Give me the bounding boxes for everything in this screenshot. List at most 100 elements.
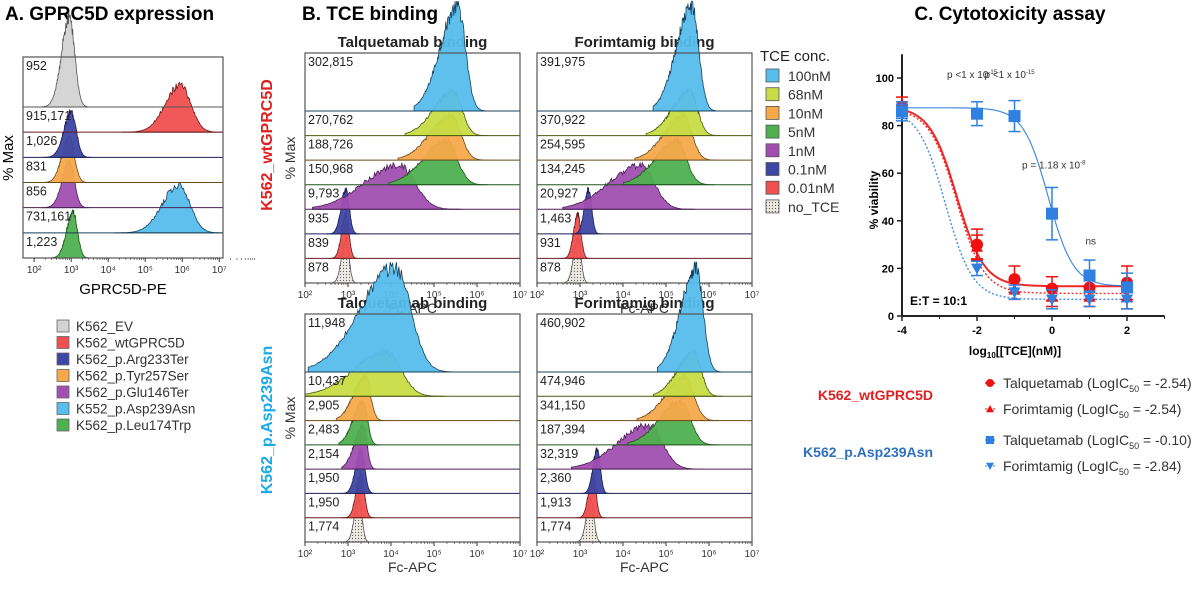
x-tick-label: 10⁵ [658,290,673,301]
x-tick-label: 10⁵ [426,549,441,560]
legend-label: K562_wtGPRC5D [76,336,185,351]
row-label: K562_p.Asp239Asn [259,346,276,495]
plot-frame [304,52,521,284]
mfi-value: 839 [308,236,329,250]
x-tick-label: 10⁶ [469,549,484,560]
panel-c-dose-response-plot: 0 20 40 60 80 100 -4 -2 0 2 % viability log10[[TCE]… [867,54,1165,360]
legend-label: K562_p.Tyr257Ser [76,369,189,384]
x-tick-label: 10⁷ [513,549,528,560]
histogram-peak [652,0,720,112]
y-axis-label: % viability [867,170,881,229]
legend-swatch [765,180,780,195]
legend-swatch [56,336,70,349]
panel-c-cytotoxicity-assay: C. Cytotoxicity assay 0 20 40 60 80 100 -4 -2 0 2… [803,4,1192,477]
mfi-value: 254,595 [540,138,585,152]
panel-b-histograms: Talquetamab binding302,815270,762188,726… [282,0,760,575]
mfi-value: 915,171 [26,109,71,123]
x-tick-label: -4 [897,325,908,337]
panel-a-y-axis-label: % Max [0,135,17,181]
legend-swatch [765,199,780,214]
row-label: K562_wtGPRC5D [259,79,276,211]
x-tick-label: 10⁷ [745,290,760,301]
mfi-value: 302,815 [308,55,353,69]
histogram-peak [562,161,696,210]
mfi-value: 731,161 [26,210,71,224]
histogram-peak [560,211,591,259]
y-tick-label: 0 [888,311,894,323]
y-axis-label: % Max [282,397,298,440]
legend-swatch [765,106,780,120]
panel-b-tce-binding: B. TCE binding Talquetamab binding302,81… [259,0,839,575]
et-ratio-annotation: E:T = 10:1 [910,294,967,308]
marker-triangle-down [971,263,983,275]
legend-label: K552_p.Asp239Asn [76,402,195,417]
mfi-value: 270,762 [308,113,353,127]
x-tick-label: 10³ [341,290,356,301]
mfi-value: 341,150 [540,398,585,412]
marker-square [986,436,994,444]
histogram-peak [579,447,610,494]
fit-curve [901,111,1129,295]
legend-label: no_TCE [788,199,839,215]
panel-c-title: C. Cytotoxicity assay [914,4,1106,25]
x-tick-label: 10⁵ [658,549,673,560]
mfi-value: 187,394 [540,423,585,437]
subplot-talquetamab-binding: Talquetamab binding302,815270,762188,726… [282,0,528,316]
p-value-label: ns [1086,237,1097,248]
x-tick-label: 10² [298,290,313,301]
histogram-peak [657,260,724,373]
plot-frame [536,52,753,284]
subplot-title: Forimtamig binding [575,295,715,312]
x-tick-label: 0 [1049,325,1055,337]
legend-swatch [56,402,70,415]
histogram-peak [312,161,462,210]
panel-b-title: B. TCE binding [302,4,438,25]
y-tick-label: 80 [882,121,894,133]
x-tick-label: 10² [27,265,42,276]
histogram-peak [307,261,458,373]
mfi-value: 831 [26,159,47,173]
x-tick-label: 10² [530,290,545,301]
mfi-value: 32,319 [540,447,578,461]
panel-b-row-labels: K562_wtGPRC5D K562_p.Asp239Asn [259,79,276,494]
marker-square [971,107,983,120]
mfi-value: 1,463 [540,211,571,225]
y-axis-label: % Max [282,137,298,180]
mfi-value: 150,968 [308,162,353,176]
y-tick-label: 60 [882,168,894,180]
mfi-value: 188,726 [308,138,353,152]
mfi-value: 20,927 [540,187,578,201]
mfi-value: 878 [308,260,329,274]
subplot-talquetamab-binding: Talquetamab binding11,94810,4372,9052,48… [282,261,528,575]
mfi-value: 2,483 [308,423,339,437]
mfi-value: 10,437 [308,374,346,388]
panel-a-gprc5d-expression: A. GPRC5D expression 952 915,171 1,026 831 8… [0,4,255,433]
fit-curve [902,107,1129,287]
mfi-value: 1,950 [308,495,339,509]
x-axis-label: Fc-APC [620,559,669,575]
marker-square [1008,110,1021,123]
x-tick-label: 10³ [573,290,588,301]
x-tick-label: 10⁵ [138,265,153,276]
mfi-value: 2,905 [308,398,339,412]
legend-label: K562_EV [76,319,133,334]
x-tick-label: 10² [530,549,545,560]
mfi-value: 2,360 [540,471,571,485]
legend-entry: Forimtamig (LogIC50 = -2.54) [1003,401,1181,420]
mfi-value: 1,913 [540,495,571,509]
legend-swatch [56,418,70,432]
y-tick-label: 40 [882,216,894,228]
fit-curve [901,115,1129,300]
mfi-value: 1,026 [26,134,57,148]
x-tick-label: 10⁷ [745,549,760,560]
marker-triangle-down [896,106,908,118]
mfi-value: 474,946 [540,374,585,388]
p-value-label: p <1 x 10-15 [947,70,998,81]
legend-swatch [765,87,780,102]
x-axis-label: Fc-APC [620,300,669,316]
mfi-value: 856 [26,185,47,199]
legend-swatch [56,369,70,382]
x-tick-label: 10⁶ [175,265,190,276]
mfi-value: 931 [540,236,561,250]
mfi-value: 1,950 [308,471,339,485]
